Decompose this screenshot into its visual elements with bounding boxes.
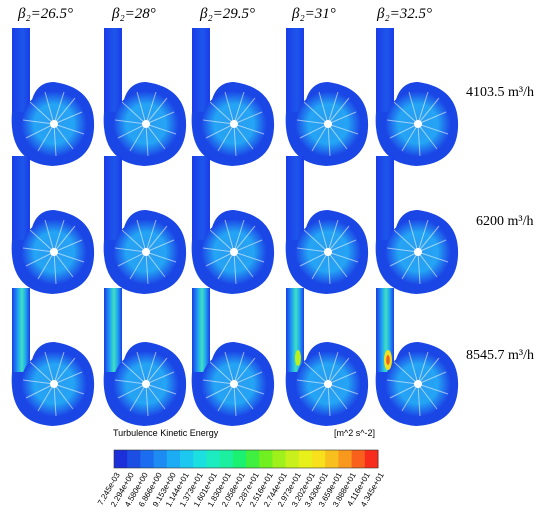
hotspot-core-r3-c5 (386, 355, 390, 365)
row-label-flow-2: 6200 m³/h (476, 214, 534, 229)
legend-swatch (298, 450, 313, 468)
contour-r1-c3 (191, 27, 275, 167)
legend-swatch (351, 450, 366, 468)
contour-r3-c3 (191, 287, 275, 427)
legend-frame (113, 449, 379, 469)
legend-swatch (272, 450, 287, 468)
legend-swatch (166, 450, 181, 468)
legend-swatch (338, 450, 353, 468)
column-header-beta-4: β₂=31° (292, 6, 336, 22)
contour-r1-c1 (11, 27, 95, 167)
contour-r2-c5 (375, 155, 459, 295)
contour-r2-c2 (103, 155, 187, 295)
contour-r3-c2 (103, 287, 187, 427)
contour-r1-c4 (285, 27, 369, 167)
contour-r3-c1 (11, 287, 95, 427)
legend-swatch (219, 450, 234, 468)
legend-swatch (114, 450, 128, 468)
hotspot-r3-c4 (295, 350, 301, 366)
legend-swatch (325, 450, 339, 468)
legend-swatch (127, 450, 141, 468)
contour-r2-c4 (285, 155, 369, 295)
legend-swatch (285, 450, 300, 468)
column-header-beta-5: β₂=32.5° (377, 6, 433, 22)
legend-swatch (364, 450, 379, 468)
legend-colorbar (113, 449, 379, 469)
legend-swatch (140, 450, 155, 468)
column-header-beta-3: β₂=29.5° (200, 6, 256, 22)
legend-swatch (193, 450, 207, 468)
contour-r2-c3 (191, 155, 275, 295)
legend-swatch (246, 450, 260, 468)
contour-r2-c1 (11, 155, 95, 295)
row-label-flow-1: 4103.5 m³/h (466, 85, 534, 100)
legend-unit: [m^2 s^-2] (334, 428, 375, 438)
legend-swatch (232, 450, 247, 468)
legend-title: Turbulence Kinetic Energy (113, 428, 219, 438)
row-label-flow-3: 8545.7 m³/h (466, 348, 534, 363)
legend-swatch (153, 450, 168, 468)
legend-swatch (180, 450, 194, 468)
legend-swatch (259, 450, 273, 468)
contour-r1-c5 (375, 27, 459, 167)
column-header-beta-1: β₂=26.5° (18, 6, 74, 22)
legend-swatch (206, 450, 221, 468)
legend-swatch (312, 450, 326, 468)
contour-r1-c2 (103, 27, 187, 167)
column-header-beta-2: β₂=28° (112, 6, 156, 22)
